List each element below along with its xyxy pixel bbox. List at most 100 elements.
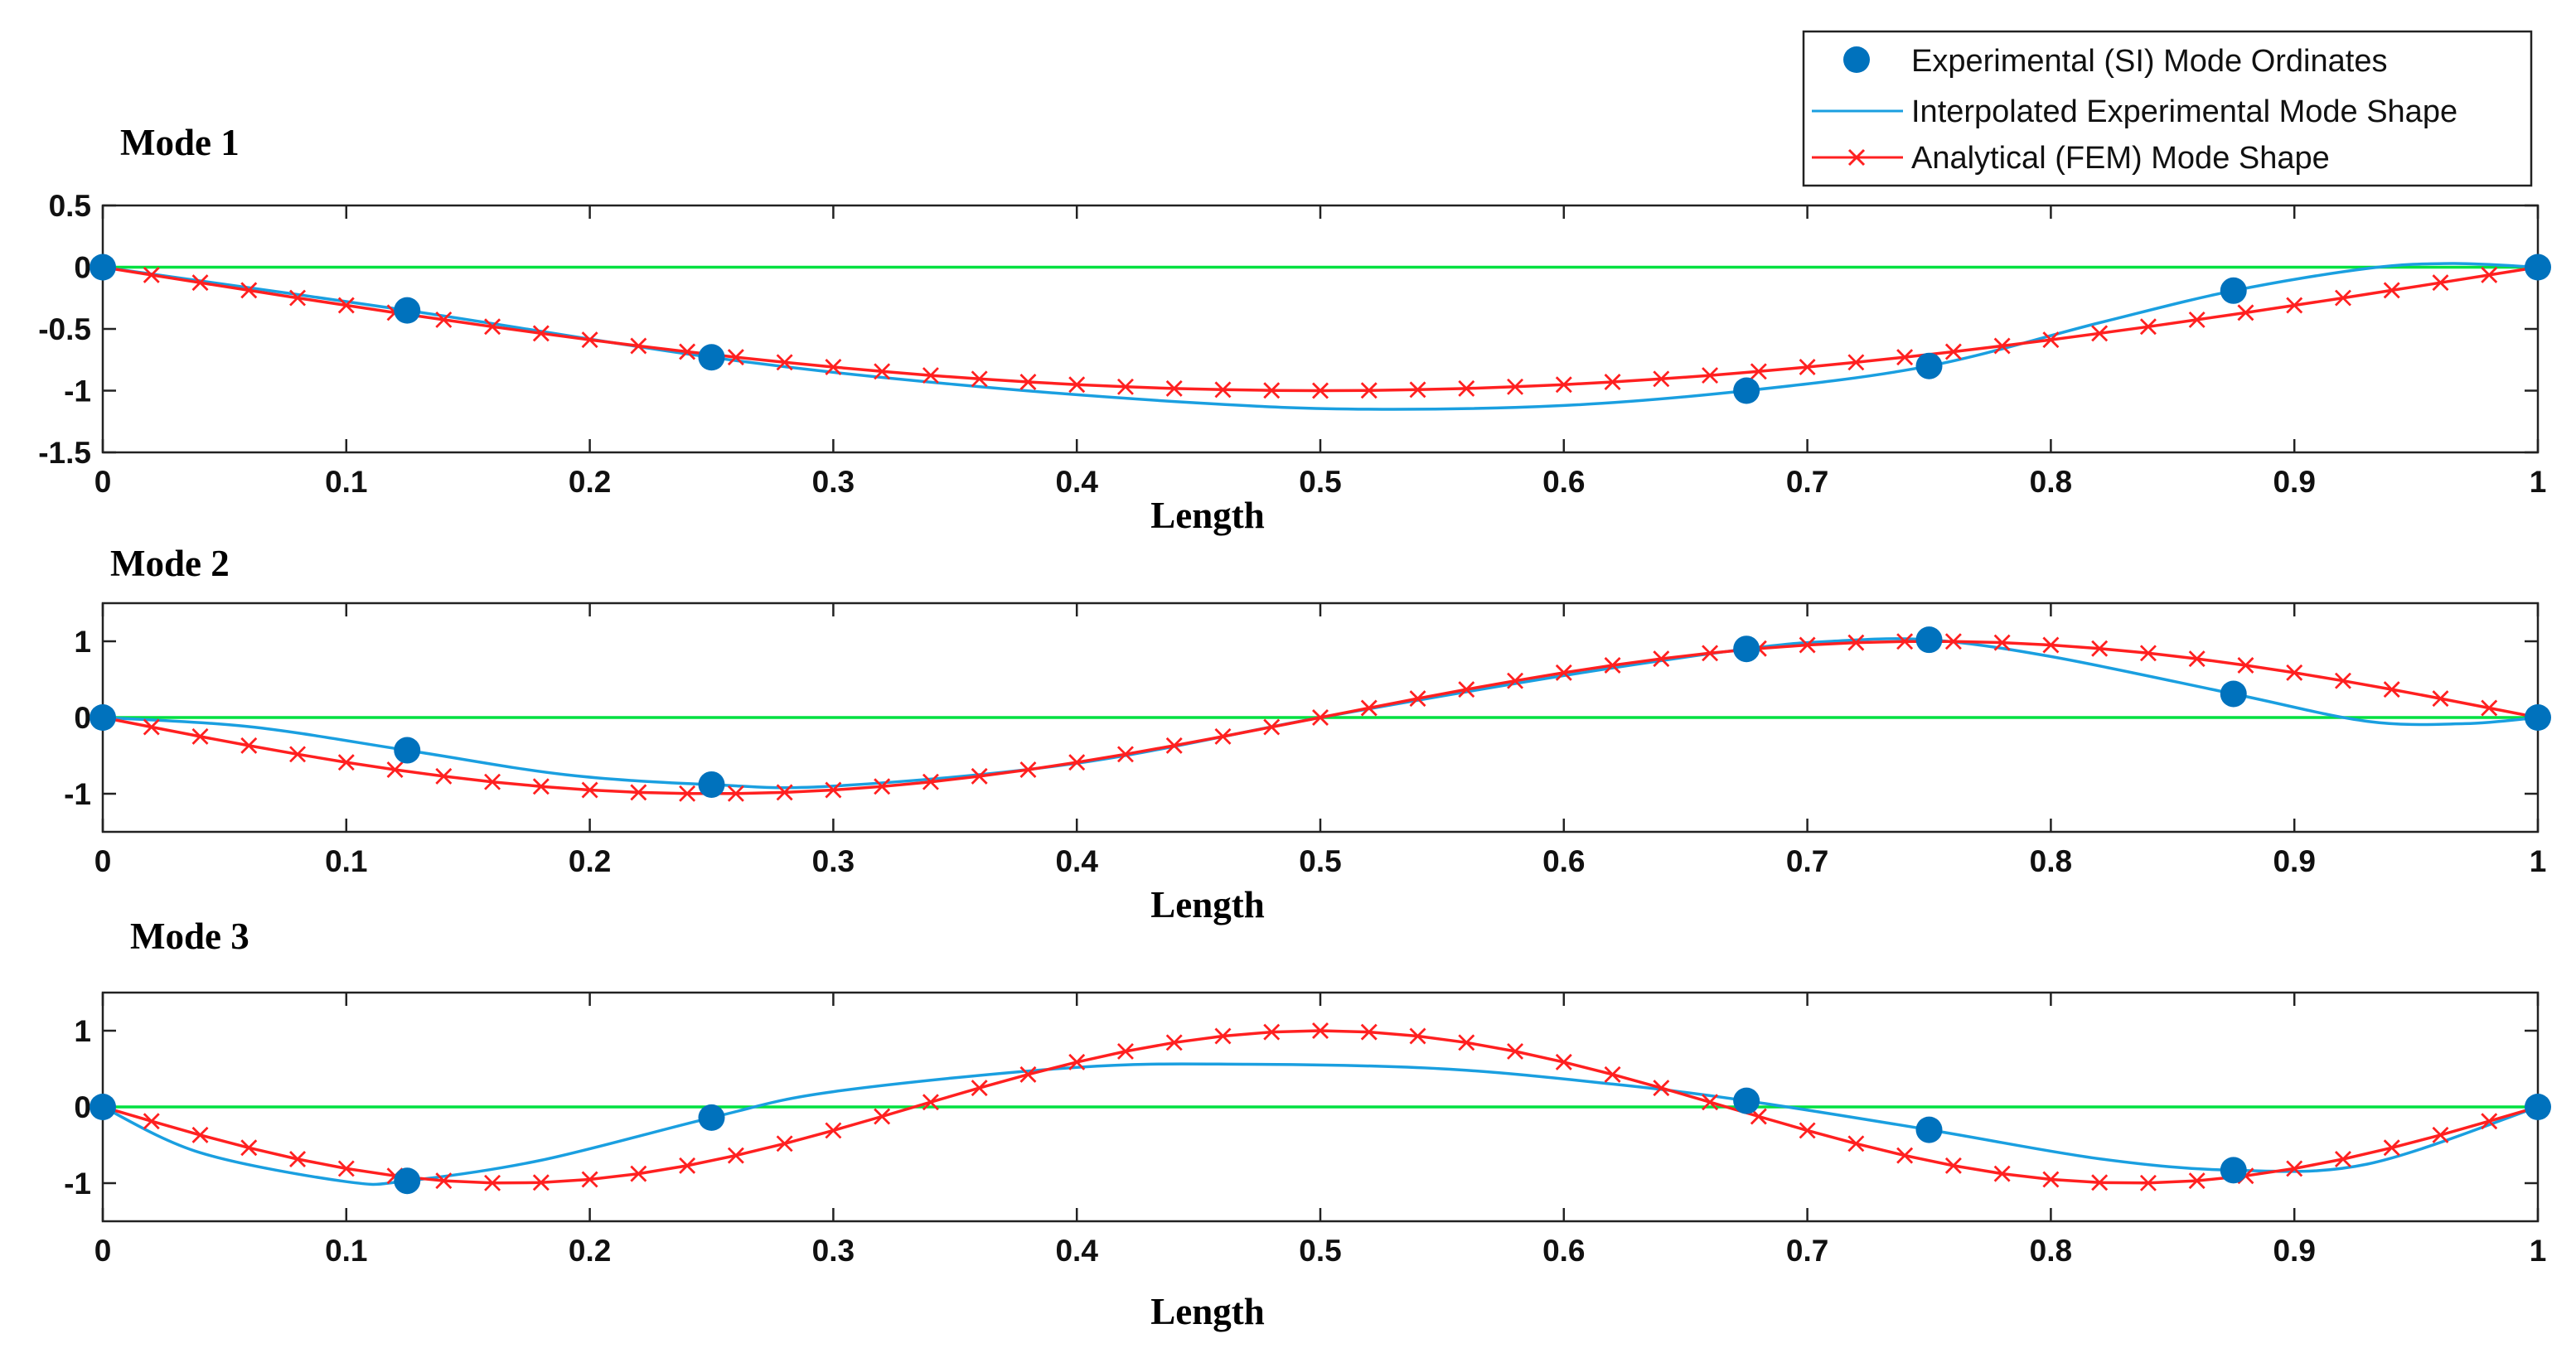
- fem-x-marker: [2432, 274, 2449, 292]
- fem-x-marker: [1458, 379, 1475, 397]
- fem-x-marker: [2042, 1171, 2060, 1188]
- fem-x-marker: [289, 289, 307, 307]
- fem-x-marker: [1507, 1042, 1524, 1060]
- x-tick-label: 0: [94, 1234, 112, 1268]
- fem-x-marker: [2091, 640, 2109, 657]
- fem-x-marker: [532, 778, 550, 795]
- fem-x-marker: [825, 781, 842, 799]
- fem-x-marker: [337, 297, 355, 314]
- x-tick-label: 0.3: [812, 465, 855, 499]
- fem-x-marker: [1116, 378, 1134, 395]
- x-tick-label: 0.8: [2030, 844, 2072, 878]
- experimental-point: [2525, 1094, 2551, 1120]
- y-tick-label: 1: [74, 1014, 91, 1048]
- fem-curve: [102, 265, 2539, 393]
- y-tick-label: -1: [64, 777, 91, 811]
- y-tick-label: 0: [74, 701, 91, 735]
- fem-x-marker: [435, 1172, 453, 1190]
- fem-x-marker: [2286, 1160, 2303, 1177]
- fem-x-marker: [240, 1139, 258, 1157]
- fem-x-marker: [922, 773, 939, 790]
- fem-x-marker: [2334, 672, 2351, 689]
- panel-title: Mode 1: [120, 122, 240, 163]
- x-tick-label: 0.7: [1786, 1234, 1828, 1268]
- fem-x-marker: [1847, 354, 1865, 371]
- fem-x-marker: [435, 767, 453, 785]
- x-tick-label: 1: [2530, 1234, 2547, 1268]
- fem-x-marker: [240, 737, 258, 754]
- fem-x-marker: [776, 1135, 793, 1152]
- fem-x-marker: [971, 767, 988, 785]
- fem-x-marker: [1409, 1027, 1426, 1045]
- fem-x-marker: [776, 784, 793, 801]
- x-tick-label: 0.6: [1542, 844, 1585, 878]
- experimental-point: [698, 344, 725, 371]
- fem-x-marker: [1312, 709, 1329, 726]
- x-tick-label: 1: [2530, 844, 2547, 878]
- analytical-fem-mode-shape-series: [94, 633, 2546, 802]
- fem-x-marker: [1458, 681, 1475, 698]
- fem-x-marker: [1019, 374, 1037, 391]
- x-tick-labels: 0 0.1 0.2 0.3 0.4 0.5 0.6 0.7 0.8 0.9 1: [94, 1234, 2547, 1268]
- fem-x-marker: [971, 1080, 988, 1097]
- mode-2-panel: Mode 2 10-1 0 0.1 0.2 0.3 0.4 0.5 0.6 0.7 0.8 0.9…: [64, 543, 2551, 925]
- experimental-ordinates-series: [90, 254, 2551, 404]
- fem-x-marker: [2432, 690, 2449, 708]
- x-tick-label: 0.9: [2273, 465, 2315, 499]
- experimental-ordinates-series: [90, 626, 2551, 798]
- fem-x-marker: [2286, 664, 2303, 681]
- fem-x-marker: [2188, 1172, 2206, 1190]
- fem-x-marker: [1993, 1165, 2011, 1182]
- experimental-point: [394, 1167, 421, 1195]
- fem-x-marker: [1165, 737, 1183, 754]
- x-tick-labels: 0 0.1 0.2 0.3 0.4 0.5 0.6 0.7 0.8 0.9 1: [94, 465, 2547, 499]
- fem-x-marker: [1263, 382, 1281, 399]
- y-tick-labels: 0.5 0 -0.5 -1 -1.5: [38, 189, 91, 470]
- x-axis-title: Length: [1150, 884, 1265, 925]
- interpolated-mode-shape-series: [102, 637, 2539, 790]
- fem-x-marker: [727, 349, 744, 366]
- fem-x-marker: [2188, 650, 2206, 668]
- fem-x-marker: [2237, 657, 2254, 674]
- fem-x-marker: [289, 1150, 307, 1167]
- fem-x-marker: [191, 727, 209, 745]
- fem-x-marker: [1944, 343, 1962, 360]
- experimental-point: [394, 297, 421, 324]
- x-tick-label: 0.5: [1299, 465, 1341, 499]
- fem-x-marker: [386, 761, 404, 778]
- fem-x-marker: [1555, 1053, 1572, 1070]
- fem-x-marker: [1702, 367, 1719, 384]
- tick-marks: [101, 993, 2540, 1221]
- fem-x-marker: [2188, 311, 2206, 328]
- fem-x-marker: [874, 778, 891, 795]
- fem-x-marker: [1555, 664, 1572, 681]
- fem-x-marker: [1507, 672, 1524, 689]
- legend: Experimental (SI) Mode Ordinates Interpo…: [1802, 30, 2533, 187]
- fem-x-marker: [191, 274, 209, 292]
- experimental-point: [2220, 1157, 2247, 1184]
- fem-x-marker: [1458, 1034, 1475, 1051]
- x-tick-label: 0.4: [1055, 1234, 1098, 1268]
- fem-x-marker: [289, 746, 307, 763]
- legend-label-analytical: Analytical (FEM) Mode Shape: [1911, 141, 2330, 176]
- fem-x-marker: [1068, 1053, 1086, 1070]
- fem-x-marker: [1702, 1094, 1719, 1111]
- fem-x-marker: [679, 1157, 696, 1174]
- fem-x-marker: [2042, 331, 2060, 349]
- experimental-point: [90, 1094, 116, 1120]
- y-tick-label: -0.5: [38, 312, 91, 346]
- fem-x-marker: [2139, 645, 2157, 662]
- experimental-point: [2220, 680, 2247, 708]
- x-tick-label: 0.1: [325, 465, 367, 499]
- fem-x-marker: [1653, 650, 1670, 668]
- experimental-point: [2220, 277, 2247, 304]
- x-axis-title: Length: [1150, 495, 1265, 536]
- x-tick-label: 0.9: [2273, 844, 2315, 878]
- fem-x-marker: [1263, 718, 1281, 736]
- experimental-point: [1915, 626, 1943, 654]
- fem-x-marker: [1993, 337, 2011, 355]
- fem-x-marker: [1944, 1157, 1962, 1174]
- fem-x-marker: [2334, 1150, 2351, 1167]
- fem-x-marker: [1312, 382, 1329, 399]
